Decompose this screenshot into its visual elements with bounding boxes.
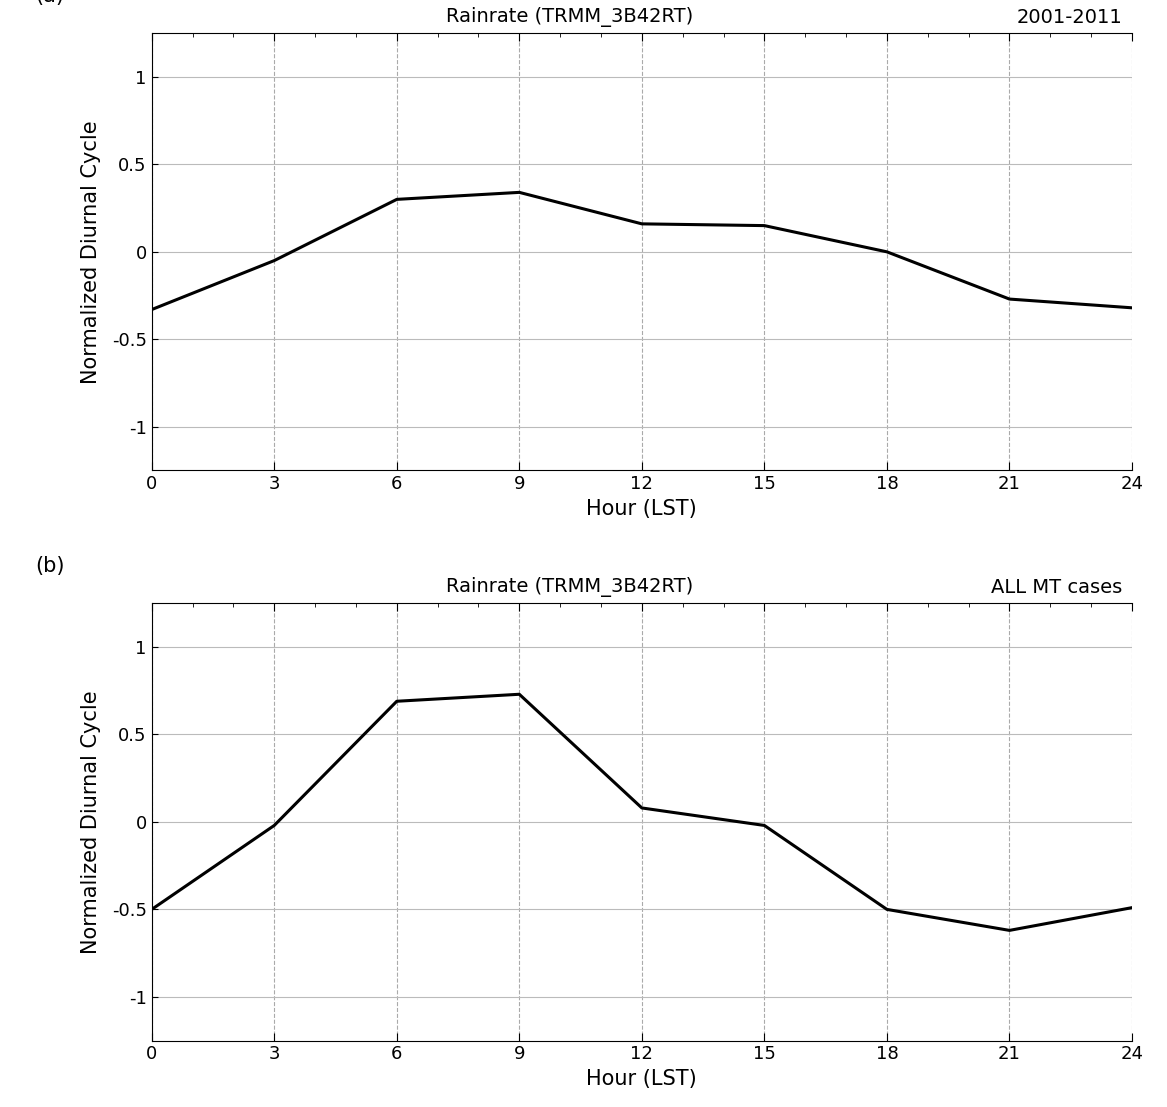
Text: ALL MT cases: ALL MT cases [991,578,1123,597]
X-axis label: Hour (LST): Hour (LST) [587,499,697,519]
Y-axis label: Normalized Diurnal Cycle: Normalized Diurnal Cycle [81,690,100,954]
Text: (a): (a) [35,0,64,6]
Text: Rainrate (TRMM_3B42RT): Rainrate (TRMM_3B42RT) [446,7,693,27]
Text: (b): (b) [35,556,64,576]
X-axis label: Hour (LST): Hour (LST) [587,1069,697,1089]
Text: Rainrate (TRMM_3B42RT): Rainrate (TRMM_3B42RT) [446,577,693,597]
Text: 2001-2011: 2001-2011 [1016,8,1123,27]
Y-axis label: Normalized Diurnal Cycle: Normalized Diurnal Cycle [81,120,100,384]
